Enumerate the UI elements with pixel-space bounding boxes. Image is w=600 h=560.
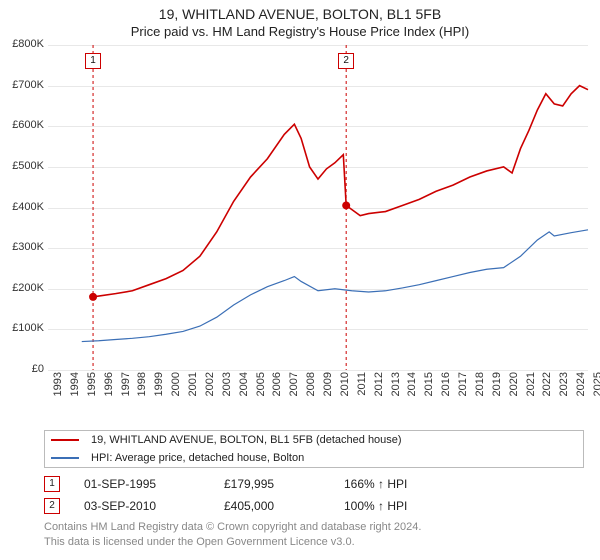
footer-attribution: Contains HM Land Registry data © Crown c… bbox=[44, 520, 584, 550]
x-tick-label: 2021 bbox=[525, 372, 537, 412]
x-tick-label: 2014 bbox=[406, 372, 418, 412]
sale-marker: 1 bbox=[85, 53, 101, 69]
sale-marker-icon: 2 bbox=[44, 498, 60, 514]
x-tick-label: 2013 bbox=[390, 372, 402, 412]
x-tick-label: 1998 bbox=[136, 372, 148, 412]
sale-marker-icon: 1 bbox=[44, 476, 60, 492]
x-tick-label: 1993 bbox=[52, 372, 64, 412]
legend-row: 19, WHITLAND AVENUE, BOLTON, BL1 5FB (de… bbox=[45, 431, 584, 450]
x-tick-label: 2015 bbox=[423, 372, 435, 412]
x-tick-label: 2001 bbox=[187, 372, 199, 412]
x-tick-label: 2020 bbox=[508, 372, 520, 412]
legend-row: HPI: Average price, detached house, Bolt… bbox=[45, 449, 584, 468]
x-tick-label: 2005 bbox=[255, 372, 267, 412]
x-tick-label: 2006 bbox=[271, 372, 283, 412]
legend-label: HPI: Average price, detached house, Bolt… bbox=[85, 449, 584, 468]
sales-list: 1 01-SEP-1995£179,995166% ↑ HPI 2 03-SEP-20… bbox=[44, 476, 600, 514]
x-tick-label: 2023 bbox=[558, 372, 570, 412]
sale-dot bbox=[89, 293, 97, 301]
x-tick-label: 2009 bbox=[322, 372, 334, 412]
legend-swatch bbox=[51, 457, 79, 459]
x-tick-label: 2004 bbox=[238, 372, 250, 412]
sale-date: 03-SEP-2010 bbox=[84, 499, 224, 513]
x-tick-label: 2012 bbox=[373, 372, 385, 412]
x-tick-label: 2022 bbox=[541, 372, 553, 412]
sale-dot bbox=[342, 201, 350, 209]
sale-row: 2 03-SEP-2010£405,000100% ↑ HPI bbox=[44, 498, 600, 514]
x-tick-label: 1996 bbox=[103, 372, 115, 412]
series-hpi bbox=[82, 230, 588, 342]
series-price_paid bbox=[93, 86, 588, 297]
sale-delta: 100% ↑ HPI bbox=[344, 499, 407, 513]
x-tick-label: 2019 bbox=[491, 372, 503, 412]
x-tick-label: 2002 bbox=[204, 372, 216, 412]
x-tick-label: 1995 bbox=[86, 372, 98, 412]
x-tick-label: 2025 bbox=[592, 372, 600, 412]
chart-area: £0£100K£200K£300K£400K£500K£600K£700K£80… bbox=[0, 41, 600, 426]
chart-subtitle: Price paid vs. HM Land Registry's House … bbox=[4, 24, 596, 39]
x-tick-label: 2018 bbox=[474, 372, 486, 412]
legend-label: 19, WHITLAND AVENUE, BOLTON, BL1 5FB (de… bbox=[85, 431, 584, 450]
x-tick-label: 1997 bbox=[120, 372, 132, 412]
x-tick-label: 1994 bbox=[69, 372, 81, 412]
x-tick-label: 2003 bbox=[221, 372, 233, 412]
x-tick-label: 1999 bbox=[153, 372, 165, 412]
x-tick-label: 2010 bbox=[339, 372, 351, 412]
x-tick-label: 2000 bbox=[170, 372, 182, 412]
legend: 19, WHITLAND AVENUE, BOLTON, BL1 5FB (de… bbox=[44, 430, 584, 468]
footer-line: This data is licensed under the Open Gov… bbox=[44, 535, 584, 550]
sale-price: £179,995 bbox=[224, 477, 344, 491]
sale-marker: 2 bbox=[338, 53, 354, 69]
x-tick-label: 2016 bbox=[440, 372, 452, 412]
x-tick-label: 2008 bbox=[305, 372, 317, 412]
sale-row: 1 01-SEP-1995£179,995166% ↑ HPI bbox=[44, 476, 600, 492]
x-tick-label: 2017 bbox=[457, 372, 469, 412]
sale-delta: 166% ↑ HPI bbox=[344, 477, 407, 491]
sale-date: 01-SEP-1995 bbox=[84, 477, 224, 491]
legend-swatch bbox=[51, 439, 79, 441]
line-chart bbox=[0, 41, 592, 374]
chart-title: 19, WHITLAND AVENUE, BOLTON, BL1 5FB bbox=[4, 6, 596, 22]
sale-price: £405,000 bbox=[224, 499, 344, 513]
footer-line: Contains HM Land Registry data © Crown c… bbox=[44, 520, 584, 535]
x-tick-label: 2024 bbox=[575, 372, 587, 412]
x-tick-label: 2011 bbox=[356, 372, 368, 412]
x-tick-label: 2007 bbox=[288, 372, 300, 412]
